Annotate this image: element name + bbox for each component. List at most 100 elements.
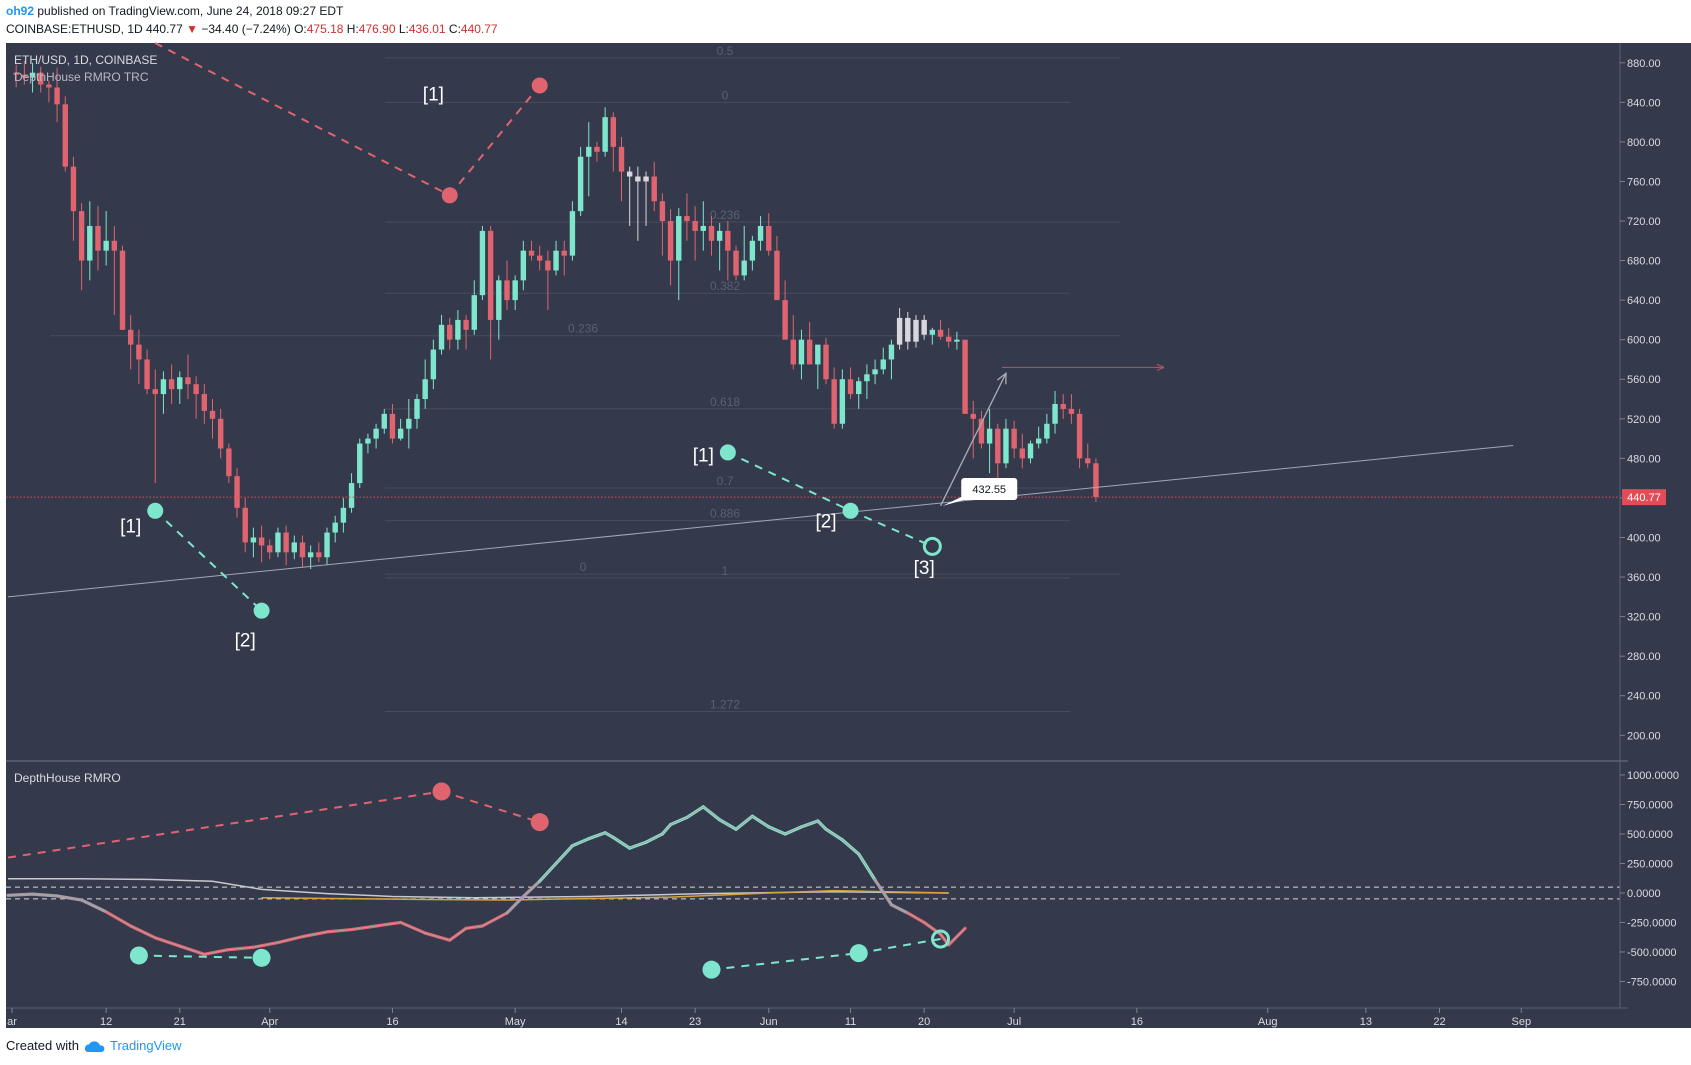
candle-body xyxy=(880,359,886,370)
candle-body xyxy=(136,344,142,360)
price-axis-label: 880.00 xyxy=(1627,58,1661,70)
last-price: 440.77 xyxy=(146,22,183,36)
candle-body xyxy=(749,240,756,261)
projection-arrow xyxy=(939,373,1007,507)
candle-body xyxy=(275,532,281,553)
candle-body xyxy=(381,413,387,429)
osc-axis-label: -500.0000 xyxy=(1627,947,1677,959)
time-axis-label: 13 xyxy=(1360,1016,1372,1028)
close-value: 440.77 xyxy=(460,22,498,36)
candle-body xyxy=(635,176,641,182)
axes: 200.00 240.00 280.00 320.00 360.00 400.00 440.… xyxy=(6,43,1679,1028)
osc-pane-title: DepthHouse RMRO xyxy=(14,771,121,785)
fib-level-label: 0 xyxy=(580,560,587,574)
candle-body xyxy=(54,87,60,105)
last-price-tag xyxy=(1622,489,1666,506)
candle-body xyxy=(307,552,314,558)
candle-body xyxy=(708,225,715,241)
candle-body xyxy=(487,230,494,320)
candle-body xyxy=(537,255,543,261)
candle-body xyxy=(774,250,780,301)
price-axis-label: 720.00 xyxy=(1627,216,1661,228)
candle-body xyxy=(1027,443,1034,459)
candle-body xyxy=(348,483,355,508)
candle-body xyxy=(782,300,788,340)
candle-body xyxy=(201,394,208,411)
osc-axis-label: 500.0000 xyxy=(1627,829,1673,841)
osc-axis-label: -750.0000 xyxy=(1627,976,1677,988)
candle-body xyxy=(324,532,330,558)
tradingview-link[interactable]: TradingView xyxy=(110,1038,182,1053)
high-value: 476.90 xyxy=(358,22,396,36)
candle-body xyxy=(667,221,674,261)
oscillator-pane[interactable]: DepthHouse RMRO xyxy=(6,771,1620,979)
projection-arrow-head xyxy=(996,371,1007,385)
time-axis-label: Jul xyxy=(1007,1016,1021,1028)
fib-level-label: 0.886 xyxy=(710,507,740,521)
candle-body xyxy=(921,319,927,335)
candle-body xyxy=(586,146,592,157)
pivot-marker xyxy=(441,187,458,204)
candle-body xyxy=(995,428,1001,464)
osc-pivot-marker xyxy=(129,946,148,965)
candle-body xyxy=(1035,438,1042,444)
price-axis-label: 840.00 xyxy=(1627,97,1661,109)
candle-body xyxy=(373,428,379,439)
candle-body xyxy=(111,240,118,251)
candle-body xyxy=(561,250,567,256)
ohlc-line: COINBASE:ETHUSD, 1D 440.77 ▼ −34.40 (−7.… xyxy=(6,22,498,36)
candle-body xyxy=(659,201,666,222)
time-axis-label: Aug xyxy=(1258,1016,1278,1028)
wave-label: [1] xyxy=(120,517,141,538)
time-axis-label: 14 xyxy=(615,1016,627,1028)
candle-body xyxy=(258,537,265,546)
time-axis-label: 16 xyxy=(1131,1016,1143,1028)
price-axis-label: 480.00 xyxy=(1627,453,1661,465)
fib-level-label: 0.5 xyxy=(717,44,734,58)
publish-line: oh92 published on TradingView.com, June … xyxy=(6,4,343,18)
candle-body xyxy=(160,379,167,395)
osc-bearish-divergence xyxy=(441,790,540,824)
candle-body xyxy=(226,448,232,477)
candle-body xyxy=(790,339,796,365)
candle-body xyxy=(1068,408,1075,414)
author-link[interactable]: oh92 xyxy=(6,4,35,18)
osc-pivot-marker xyxy=(432,782,451,801)
price-axis-label: 240.00 xyxy=(1627,691,1661,703)
time-axis-label: 20 xyxy=(918,1016,930,1028)
price-change: −34.40 (−7.24%) xyxy=(201,22,291,36)
candle-body xyxy=(209,410,216,419)
wave-label: [1] xyxy=(693,445,714,466)
price-pane[interactable]: 0.5 0 0.236 0.382 0.236 0.618 0.7 0.886 0 1 1.272 4… xyxy=(6,42,1620,713)
candle-body xyxy=(1011,428,1017,449)
osc-pivot-marker xyxy=(530,813,549,832)
candle-body xyxy=(954,339,960,342)
down-arrow-icon: ▼ xyxy=(186,22,198,36)
candle-body xyxy=(741,260,747,276)
bullish-divergence-line xyxy=(727,451,851,512)
footer: Created with TradingView xyxy=(6,1038,182,1054)
candle-body xyxy=(839,379,846,424)
price-pane-title: ETH/USD, 1D, COINBASE xyxy=(14,53,157,67)
candle-body xyxy=(896,317,903,345)
pivot-marker xyxy=(253,602,270,619)
fib-level-label: 1.272 xyxy=(710,698,740,712)
candle-body xyxy=(119,250,126,330)
candle-body xyxy=(185,377,191,385)
candle-body xyxy=(610,117,617,147)
osc-axis-label: -250.0000 xyxy=(1627,917,1677,929)
candle-body xyxy=(545,260,551,271)
high-label: H: xyxy=(346,22,359,36)
osc-pivot-marker xyxy=(849,944,868,963)
candle-body xyxy=(651,176,657,202)
chart-background xyxy=(6,43,1691,1028)
candle-body xyxy=(905,317,911,342)
candle-body xyxy=(864,374,870,382)
cloud-icon xyxy=(84,1040,105,1052)
candle-body xyxy=(872,369,878,375)
callout-label: 432.55 xyxy=(972,484,1006,496)
candle-body xyxy=(128,329,134,345)
candle-body xyxy=(970,413,976,419)
price-indicator-label: DepthHouse RMRO TRC xyxy=(14,70,149,84)
